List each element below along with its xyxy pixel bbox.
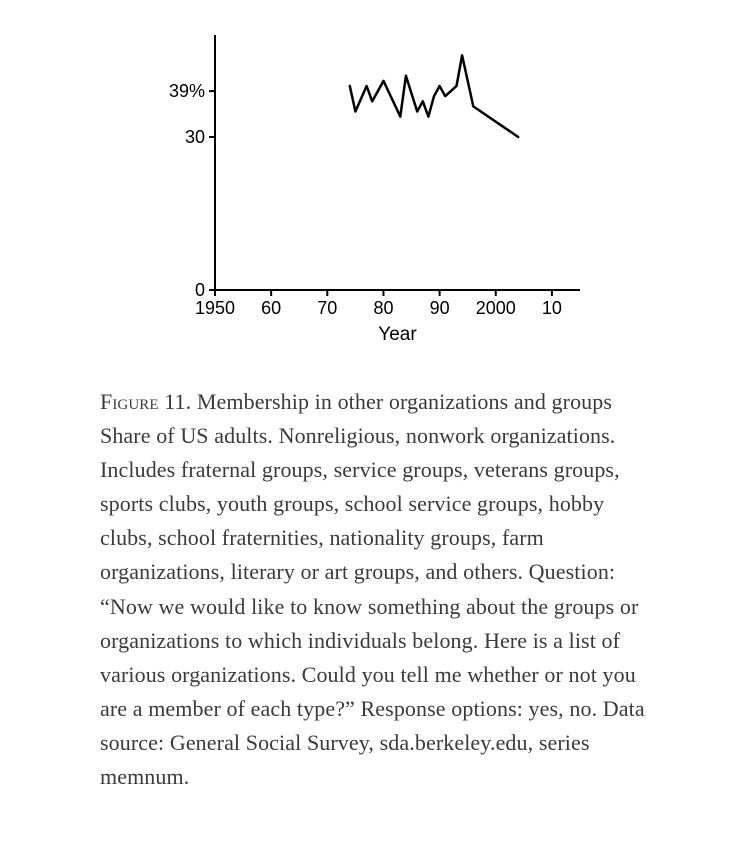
page: 1950 60 70 80 90 2000 10 Year 0 30 39% Figure 11. … bbox=[0, 0, 749, 866]
chart-container: 1950 60 70 80 90 2000 10 Year 0 30 39% bbox=[160, 30, 649, 355]
line-chart: 1950 60 70 80 90 2000 10 Year 0 30 39% bbox=[160, 30, 590, 350]
svg-text:60: 60 bbox=[261, 298, 281, 318]
svg-text:90: 90 bbox=[430, 298, 450, 318]
svg-text:0: 0 bbox=[195, 280, 205, 300]
figure-body: Share of US adults. Nonreligious, nonwor… bbox=[100, 423, 645, 789]
svg-text:80: 80 bbox=[373, 298, 393, 318]
figure-label: Figure bbox=[100, 389, 159, 414]
svg-text:1950: 1950 bbox=[195, 298, 235, 318]
figure-caption: Figure 11. Membership in other organizat… bbox=[100, 385, 649, 794]
svg-text:30: 30 bbox=[185, 127, 205, 147]
svg-text:Year: Year bbox=[378, 324, 417, 345]
figure-title: 11. Membership in other organizations an… bbox=[159, 389, 612, 414]
svg-text:2000: 2000 bbox=[476, 298, 516, 318]
svg-text:10: 10 bbox=[542, 298, 562, 318]
svg-text:39%: 39% bbox=[169, 81, 205, 101]
svg-text:70: 70 bbox=[317, 298, 337, 318]
